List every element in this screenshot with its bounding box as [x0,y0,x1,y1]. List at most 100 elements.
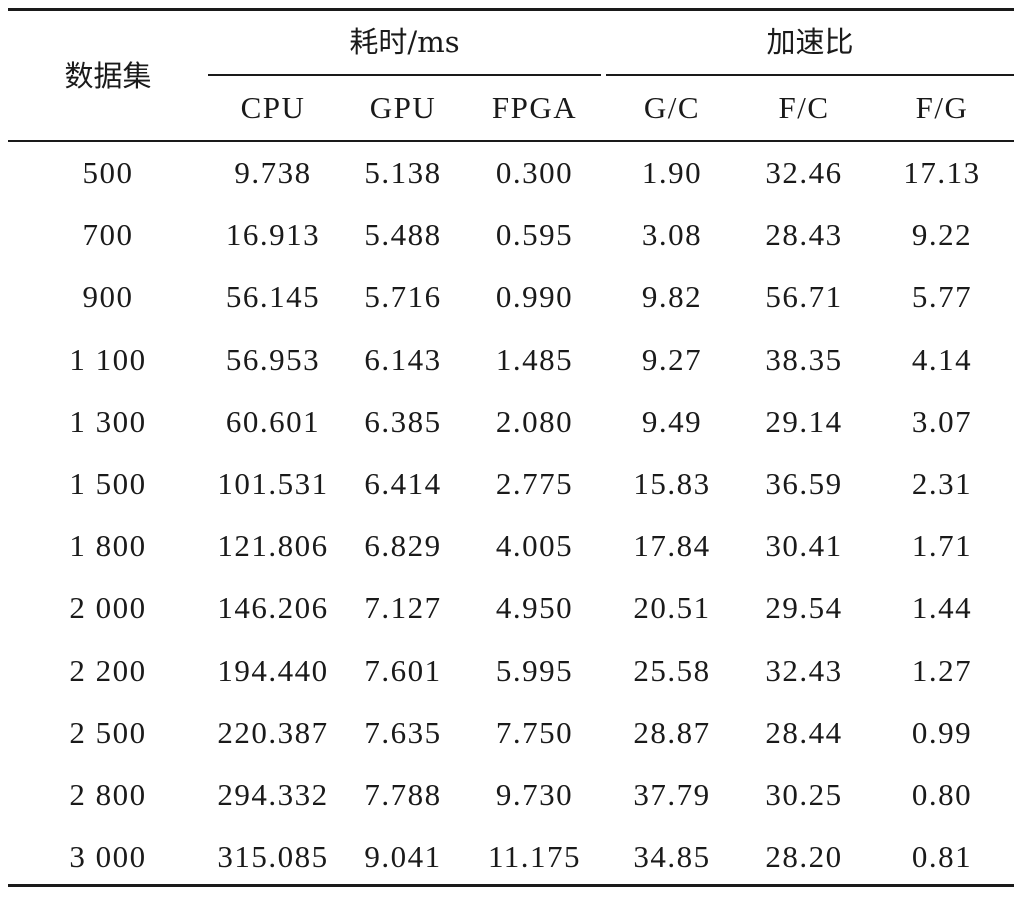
column-header-f-g: F/G [915,90,969,125]
cpu-time-cell: 16.913 [225,217,321,252]
f-c-speedup-cell: 56.71 [765,279,843,314]
dataset-cell: 500 [82,155,134,190]
gpu-time-cell: 7.127 [364,590,442,625]
f-c-speedup-cell: 32.43 [765,653,843,688]
table-row: 1 500 101.531 6.414 2.775 15.83 36.59 2.31 [8,468,1014,530]
fpga-time-cell: 7.750 [495,715,574,750]
f-c-speedup-cell: 30.25 [765,777,843,812]
fpga-time-cell: 2.080 [495,404,574,439]
g-c-speedup-cell: 9.27 [641,342,703,377]
g-c-speedup-cell: 34.85 [633,839,711,874]
g-c-speedup-cell: 15.83 [633,466,711,501]
column-header-fpga: FPGA [491,90,578,125]
f-g-speedup-cell: 5.77 [911,279,973,314]
table-row: 1 800 121.806 6.829 4.005 17.84 30.41 1.71 [8,530,1014,592]
table-row: 1 100 56.953 6.143 1.485 9.27 38.35 4.14 [8,344,1014,406]
cpu-time-cell: 121.806 [217,528,329,563]
cpu-time-cell: 60.601 [225,404,321,439]
f-g-speedup-cell: 4.14 [911,342,973,377]
f-g-speedup-cell: 3.07 [911,404,973,439]
dataset-cell: 2 000 [69,590,147,625]
f-c-speedup-cell: 29.54 [765,590,843,625]
dataset-cell: 2 500 [69,715,147,750]
table-row: 2 000 146.206 7.127 4.950 20.51 29.54 1.44 [8,592,1014,654]
f-c-speedup-cell: 28.44 [765,715,843,750]
f-g-speedup-cell: 2.31 [911,466,973,501]
column-header-g-c: G/C [643,90,701,125]
gpu-time-cell: 5.138 [364,155,442,190]
f-g-speedup-cell: 9.22 [911,217,973,252]
g-c-speedup-cell: 3.08 [641,217,703,252]
table-row: 3 000 315.085 9.041 11.175 34.85 28.20 0.81 [8,841,1014,903]
dataset-cell: 700 [82,217,134,252]
fpga-time-cell: 0.990 [495,279,574,314]
time-group-rule [208,74,601,76]
g-c-speedup-cell: 9.82 [641,279,703,314]
f-g-speedup-cell: 0.99 [911,715,973,750]
dataset-cell: 1 800 [69,528,147,563]
fpga-time-cell: 4.950 [495,590,574,625]
fpga-time-cell: 0.595 [495,217,574,252]
fpga-time-cell: 4.005 [495,528,574,563]
dataset-cell: 2 800 [69,777,147,812]
dataset-cell: 1 500 [69,466,147,501]
gpu-time-cell: 5.488 [364,217,442,252]
table-row: 900 56.145 5.716 0.990 9.82 56.71 5.77 [8,281,1014,343]
table-bottom-rule [8,884,1014,887]
fpga-time-cell: 11.175 [487,839,582,874]
f-c-speedup-cell: 38.35 [765,342,843,377]
f-g-speedup-cell: 0.81 [911,839,973,874]
table-row: 1 300 60.601 6.385 2.080 9.49 29.14 3.07 [8,406,1014,468]
speedup-group-header: 加速比 [766,25,854,59]
cpu-time-cell: 56.145 [225,279,321,314]
time-group-header: 耗时/ms [349,25,460,59]
g-c-speedup-cell: 9.49 [641,404,703,439]
g-c-speedup-cell: 28.87 [633,715,711,750]
f-c-speedup-cell: 29.14 [765,404,843,439]
fpga-time-cell: 9.730 [495,777,574,812]
fpga-time-cell: 5.995 [495,653,574,688]
cpu-time-cell: 220.387 [217,715,329,750]
dataset-cell: 1 100 [69,342,147,377]
dataset-cell: 900 [82,279,134,314]
g-c-speedup-cell: 17.84 [633,528,711,563]
g-c-speedup-cell: 20.51 [633,590,711,625]
speedup-group-rule [606,74,1014,76]
table-row: 2 200 194.440 7.601 5.995 25.58 32.43 1.27 [8,655,1014,717]
fpga-time-cell: 2.775 [495,466,574,501]
table-top-rule [8,8,1014,11]
f-c-speedup-cell: 30.41 [765,528,843,563]
cpu-time-cell: 56.953 [225,342,321,377]
gpu-time-cell: 6.143 [364,342,442,377]
g-c-speedup-cell: 37.79 [633,777,711,812]
header-bottom-rule [8,140,1014,142]
f-g-speedup-cell: 17.13 [903,155,981,190]
f-c-speedup-cell: 28.43 [765,217,843,252]
gpu-time-cell: 6.829 [364,528,442,563]
gpu-time-cell: 6.385 [364,404,442,439]
gpu-time-cell: 7.601 [364,653,442,688]
cpu-time-cell: 194.440 [217,653,329,688]
table-row: 2 500 220.387 7.635 7.750 28.87 28.44 0.99 [8,717,1014,779]
f-g-speedup-cell: 1.27 [911,653,973,688]
dataset-cell: 3 000 [69,839,147,874]
cpu-time-cell: 146.206 [217,590,329,625]
dataset-cell: 2 200 [69,653,147,688]
data-table: 数据集 耗时/ms 加速比 CPU GPU FPGA G/C F/C F/G 5… [8,8,1014,888]
column-header-gpu: GPU [369,90,437,125]
cpu-time-cell: 294.332 [217,777,329,812]
cpu-time-cell: 315.085 [217,839,329,874]
gpu-time-cell: 7.635 [364,715,442,750]
gpu-time-cell: 9.041 [364,839,442,874]
column-header-f-c: F/C [778,90,830,125]
f-g-speedup-cell: 1.71 [911,528,973,563]
f-g-speedup-cell: 1.44 [911,590,973,625]
cpu-time-cell: 101.531 [217,466,329,501]
fpga-time-cell: 1.485 [495,342,574,377]
g-c-speedup-cell: 25.58 [633,653,711,688]
dataset-cell: 1 300 [69,404,147,439]
table-row: 2 800 294.332 7.788 9.730 37.79 30.25 0.80 [8,779,1014,841]
fpga-time-cell: 0.300 [495,155,574,190]
cpu-time-cell: 9.738 [234,155,312,190]
f-c-speedup-cell: 36.59 [765,466,843,501]
